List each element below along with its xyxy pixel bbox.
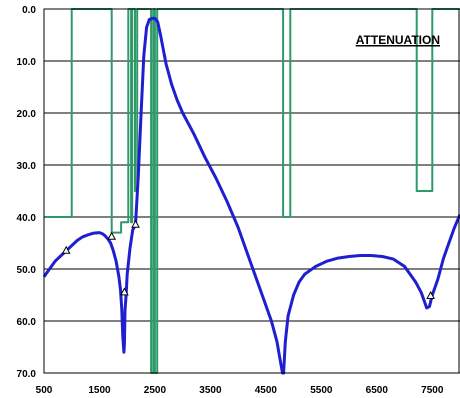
x-tick-label-5: 5500: [310, 385, 333, 396]
x-tick-label-4: 4500: [255, 385, 278, 396]
x-tick-label-6: 6500: [366, 385, 389, 396]
x-axis-ticks: 500 1500 2500 3500 4500 5500 6500 7500: [36, 385, 444, 396]
chart-title: ATTENUATION: [356, 33, 440, 47]
series-layer: [42, 8, 460, 375]
x-tick-label-7: 7500: [421, 385, 444, 396]
grid-lines: [44, 8, 460, 374]
y-tick-label-3: 30.0: [17, 161, 37, 172]
x-tick-label-1: 1500: [88, 385, 111, 396]
series-line-0: [42, 16, 460, 375]
series-line-1: [44, 8, 460, 374]
y-tick-label-6: 60.0: [17, 317, 37, 328]
y-tick-label-7: 70.0: [17, 369, 37, 380]
marker-point-3: [131, 219, 140, 228]
y-tick-label-0: 0.0: [22, 5, 36, 16]
y-tick-label-4: 40.0: [17, 213, 37, 224]
y-tick-label-2: 20.0: [17, 109, 37, 120]
y-axis-ticks: 0.0 10.0 20.0 30.0 40.0 50.0 60.0 70.0: [17, 5, 37, 380]
x-tick-label-3: 3500: [199, 385, 222, 396]
plot-border: [43, 8, 460, 374]
marker-point-4: [426, 290, 435, 300]
y-tick-label-5: 50.0: [17, 265, 37, 276]
marker-point-2: [120, 287, 129, 296]
y-tick-label-1: 10.0: [17, 57, 37, 68]
marker-point-1: [107, 231, 117, 240]
marker-point-0: [61, 245, 71, 254]
x-tick-label-2: 2500: [144, 385, 167, 396]
x-tick-label-0: 500: [36, 385, 53, 396]
marker-layer: [61, 219, 435, 300]
